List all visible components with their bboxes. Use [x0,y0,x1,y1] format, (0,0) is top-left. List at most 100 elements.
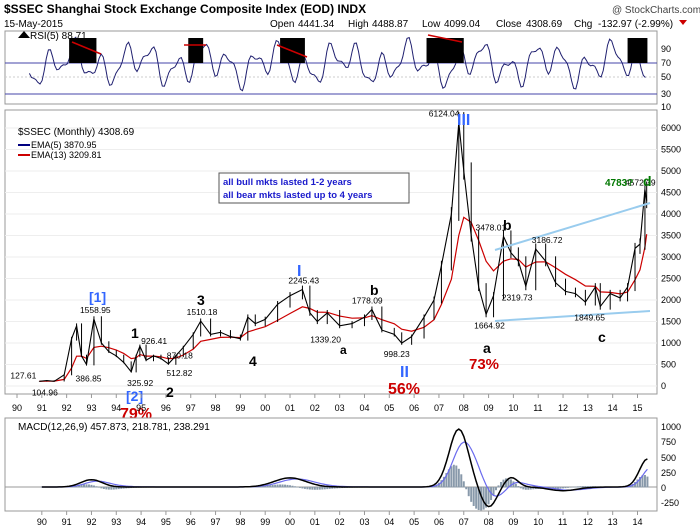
note-line-1: all bull mkts lasted 1-2 years [223,177,352,188]
x-label-top: 92 [62,403,72,413]
x-label-top: 14 [608,403,618,413]
macd-histogram-bar [112,487,115,490]
macd-histogram-bar [646,476,649,488]
wave-label: [1] [89,289,106,305]
macd-histogram-bar [97,487,100,488]
macd-histogram-bar [291,485,294,488]
macd-histogram-bar [311,487,314,490]
macd-histogram-bar [83,484,86,488]
price-annotation: 6124.04 [429,109,460,119]
price-tick-label: 3000 [661,252,681,262]
chart-date: 15-May-2015 [4,19,63,30]
price-annotation: 870.18 [167,351,193,361]
macd-histogram-bar [586,486,589,488]
macd-histogram-bar [301,487,304,489]
macd-histogram-bar [90,484,93,488]
macd-histogram-bar [440,480,443,488]
ema5-legend: EMA(5) 3870.95 [31,140,97,150]
macd-histogram-bar [289,485,292,488]
x-label-bottom: 10 [533,517,543,527]
wave-label: 73% [469,356,499,373]
note-line-2: all bear mkts lasted up to 4 years [223,190,372,201]
chart-title: $SSEC Shanghai Stock Exchange Composite … [4,2,366,16]
macd-histogram-bar [445,473,448,488]
macd-histogram-bar [562,487,565,489]
macd-histogram-bar [298,487,301,488]
wave-label: a [483,340,491,356]
price-tick-label: 6000 [661,123,681,133]
x-label-bottom: 11 [558,517,567,527]
x-label-bottom: 04 [384,517,394,527]
macd-histogram-bar [306,487,309,490]
macd-histogram-bar [321,487,324,490]
low-label: Low [422,19,441,30]
x-label-bottom: 13 [608,517,618,527]
macd-histogram-bar [529,487,532,490]
macd-histogram-bar [512,481,515,488]
macd-histogram-bar [75,485,78,488]
price-bars [38,112,648,382]
macd-histogram-bar [557,487,560,489]
rsi-overbought-fills [69,38,648,63]
macd-tick-750: 750 [661,437,676,447]
x-axis-bottom: 90 91 92 93 94 95 96 97 98 99 00 01 02 03 04 05 06 07 08 09… [37,511,643,527]
x-label-bottom: 96 [186,517,196,527]
x-label-top: 97 [186,403,196,413]
macd-axis: 1000 750 500 250 0 -250 [661,422,681,508]
price-annotation: 1558.95 [80,305,111,315]
macd-histogram-bar [115,487,118,490]
x-label-bottom: 92 [86,517,96,527]
macd-histogram-bar [472,487,475,506]
x-axis-top: 90 91 92 93 94 95 96 97 98 99 00 01 02 03 04 05 06 07 08 09… [12,394,643,413]
wave-label: b [503,217,512,233]
down-triangle-icon [679,20,687,25]
macd-legend: MACD(12,26,9) 457.873, 218.781, 238.291 [18,422,210,433]
macd-histogram-bar [465,487,468,490]
ohlc-readout: Open 4441.34 High 4488.87 Low 4099.04 Cl… [270,19,687,30]
open-label: Open [270,19,294,30]
macd-histogram-bar [636,479,639,488]
price-tick-label: 1000 [661,338,681,348]
x-label-top: 99 [235,403,245,413]
macd-histogram-bar [581,486,584,488]
macd-histogram-bar [527,487,530,490]
macd-histogram-bar [477,487,480,511]
macd-histogram-bar [571,486,574,488]
macd-histogram-bar [264,485,267,488]
x-label-bottom: 06 [434,517,444,527]
x-label-bottom: 14 [633,517,643,527]
macd-histogram-bar [117,487,120,490]
rsi-axis: 90 70 50 30 10 [661,44,671,112]
price-annotations: 127.61 104.96 386.85 1558.95 325.92 926.41 512… [10,109,656,398]
high-value: 4488.87 [372,19,409,30]
macd-histogram-bar [331,487,334,489]
chg-label: Chg [574,19,592,30]
macd-histogram-bar [455,465,458,488]
x-label-bottom: 90 [37,517,47,527]
wave-label: [2] [126,388,143,404]
macd-histogram-bar [85,484,88,488]
x-label-top: 06 [409,403,419,413]
wave-label: c [598,329,606,345]
x-label-top: 93 [86,403,96,413]
price-annotation: 127.61 [10,371,36,381]
macd-histogram-bar [318,487,321,490]
macd-histogram-bar [100,487,103,489]
x-label-top: 98 [211,403,221,413]
x-label-bottom: 99 [260,517,270,527]
macd-histogram-bar [638,477,641,488]
macd-histogram-bar [507,478,510,488]
price-line [39,122,648,382]
macd-histogram-bar [316,487,319,490]
macd-histogram-bar [102,487,105,489]
macd-histogram-bar [485,487,488,508]
macd-histogram-bar [567,487,570,488]
rsi-overbought-fill [426,38,464,63]
macd-histogram-bar [579,486,582,488]
copyright-label: @ StockCharts.com [612,5,700,16]
price-tick-label: 5000 [661,166,681,176]
macd-histogram-bar [509,479,512,488]
x-label-bottom: 98 [235,517,245,527]
